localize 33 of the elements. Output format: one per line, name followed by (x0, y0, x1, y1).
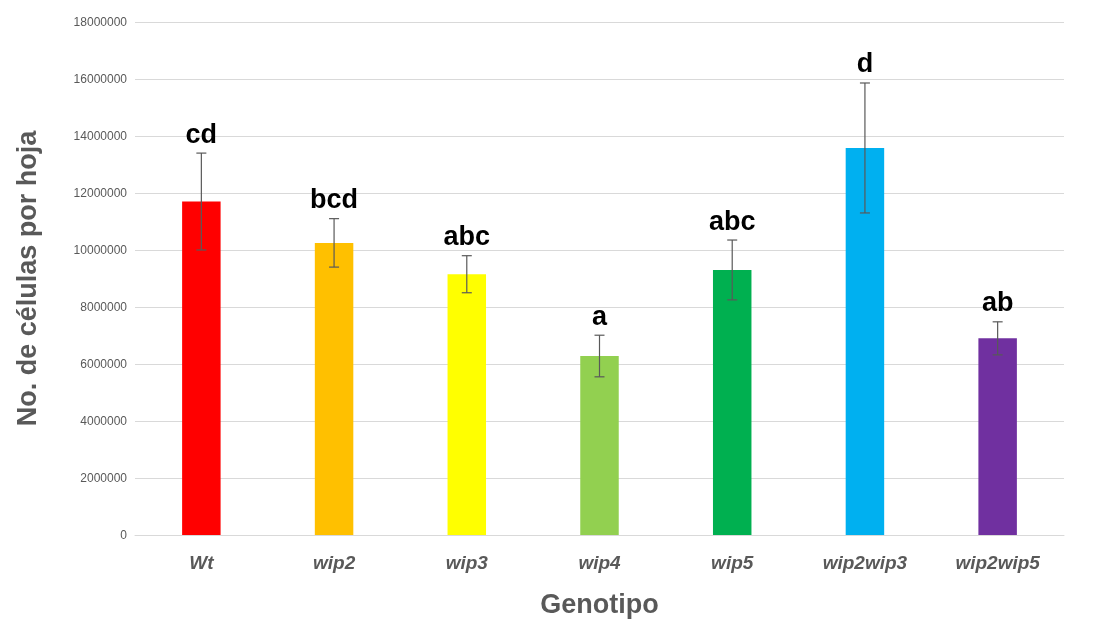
y-axis-title: No. de células por hoja (11, 129, 42, 427)
y-tick-label: 12000000 (73, 186, 128, 200)
y-tick-label: 2000000 (80, 471, 128, 485)
bar (182, 201, 221, 535)
bar (580, 356, 619, 535)
x-tick-label: wip4 (578, 552, 622, 573)
bar (845, 147, 885, 535)
annotation: cd (185, 118, 218, 149)
y-tick-label: 8000000 (80, 300, 128, 314)
x-tick-label: wip2 (312, 552, 356, 573)
annotation: d (856, 48, 874, 79)
x-axis-title: Genotipo (540, 588, 659, 619)
x-tick-label: Wt (189, 552, 215, 573)
y-tick-label: 0 (120, 528, 128, 542)
bar (314, 242, 354, 535)
annotation: abc (443, 221, 491, 252)
x-tick-label: wip2wip3 (822, 552, 908, 573)
annotation: a (591, 300, 608, 331)
y-tick-label: 10000000 (73, 243, 128, 257)
x-tick-label: wip3 (445, 552, 489, 573)
y-tick-label: 18000000 (73, 15, 128, 29)
y-tick-label: 6000000 (80, 357, 128, 371)
bar (978, 338, 1017, 535)
y-tick-label: 14000000 (73, 129, 128, 143)
annotation: ab (981, 287, 1014, 318)
y-tick-label: 4000000 (80, 414, 128, 428)
bar (447, 274, 487, 535)
x-tick-label: wip5 (711, 552, 754, 573)
bar (712, 269, 752, 535)
annotation: abc (708, 205, 756, 236)
y-tick-label: 16000000 (73, 72, 128, 86)
annotation: bcd (310, 184, 359, 215)
x-tick-label: wip2wip5 (955, 552, 1041, 573)
